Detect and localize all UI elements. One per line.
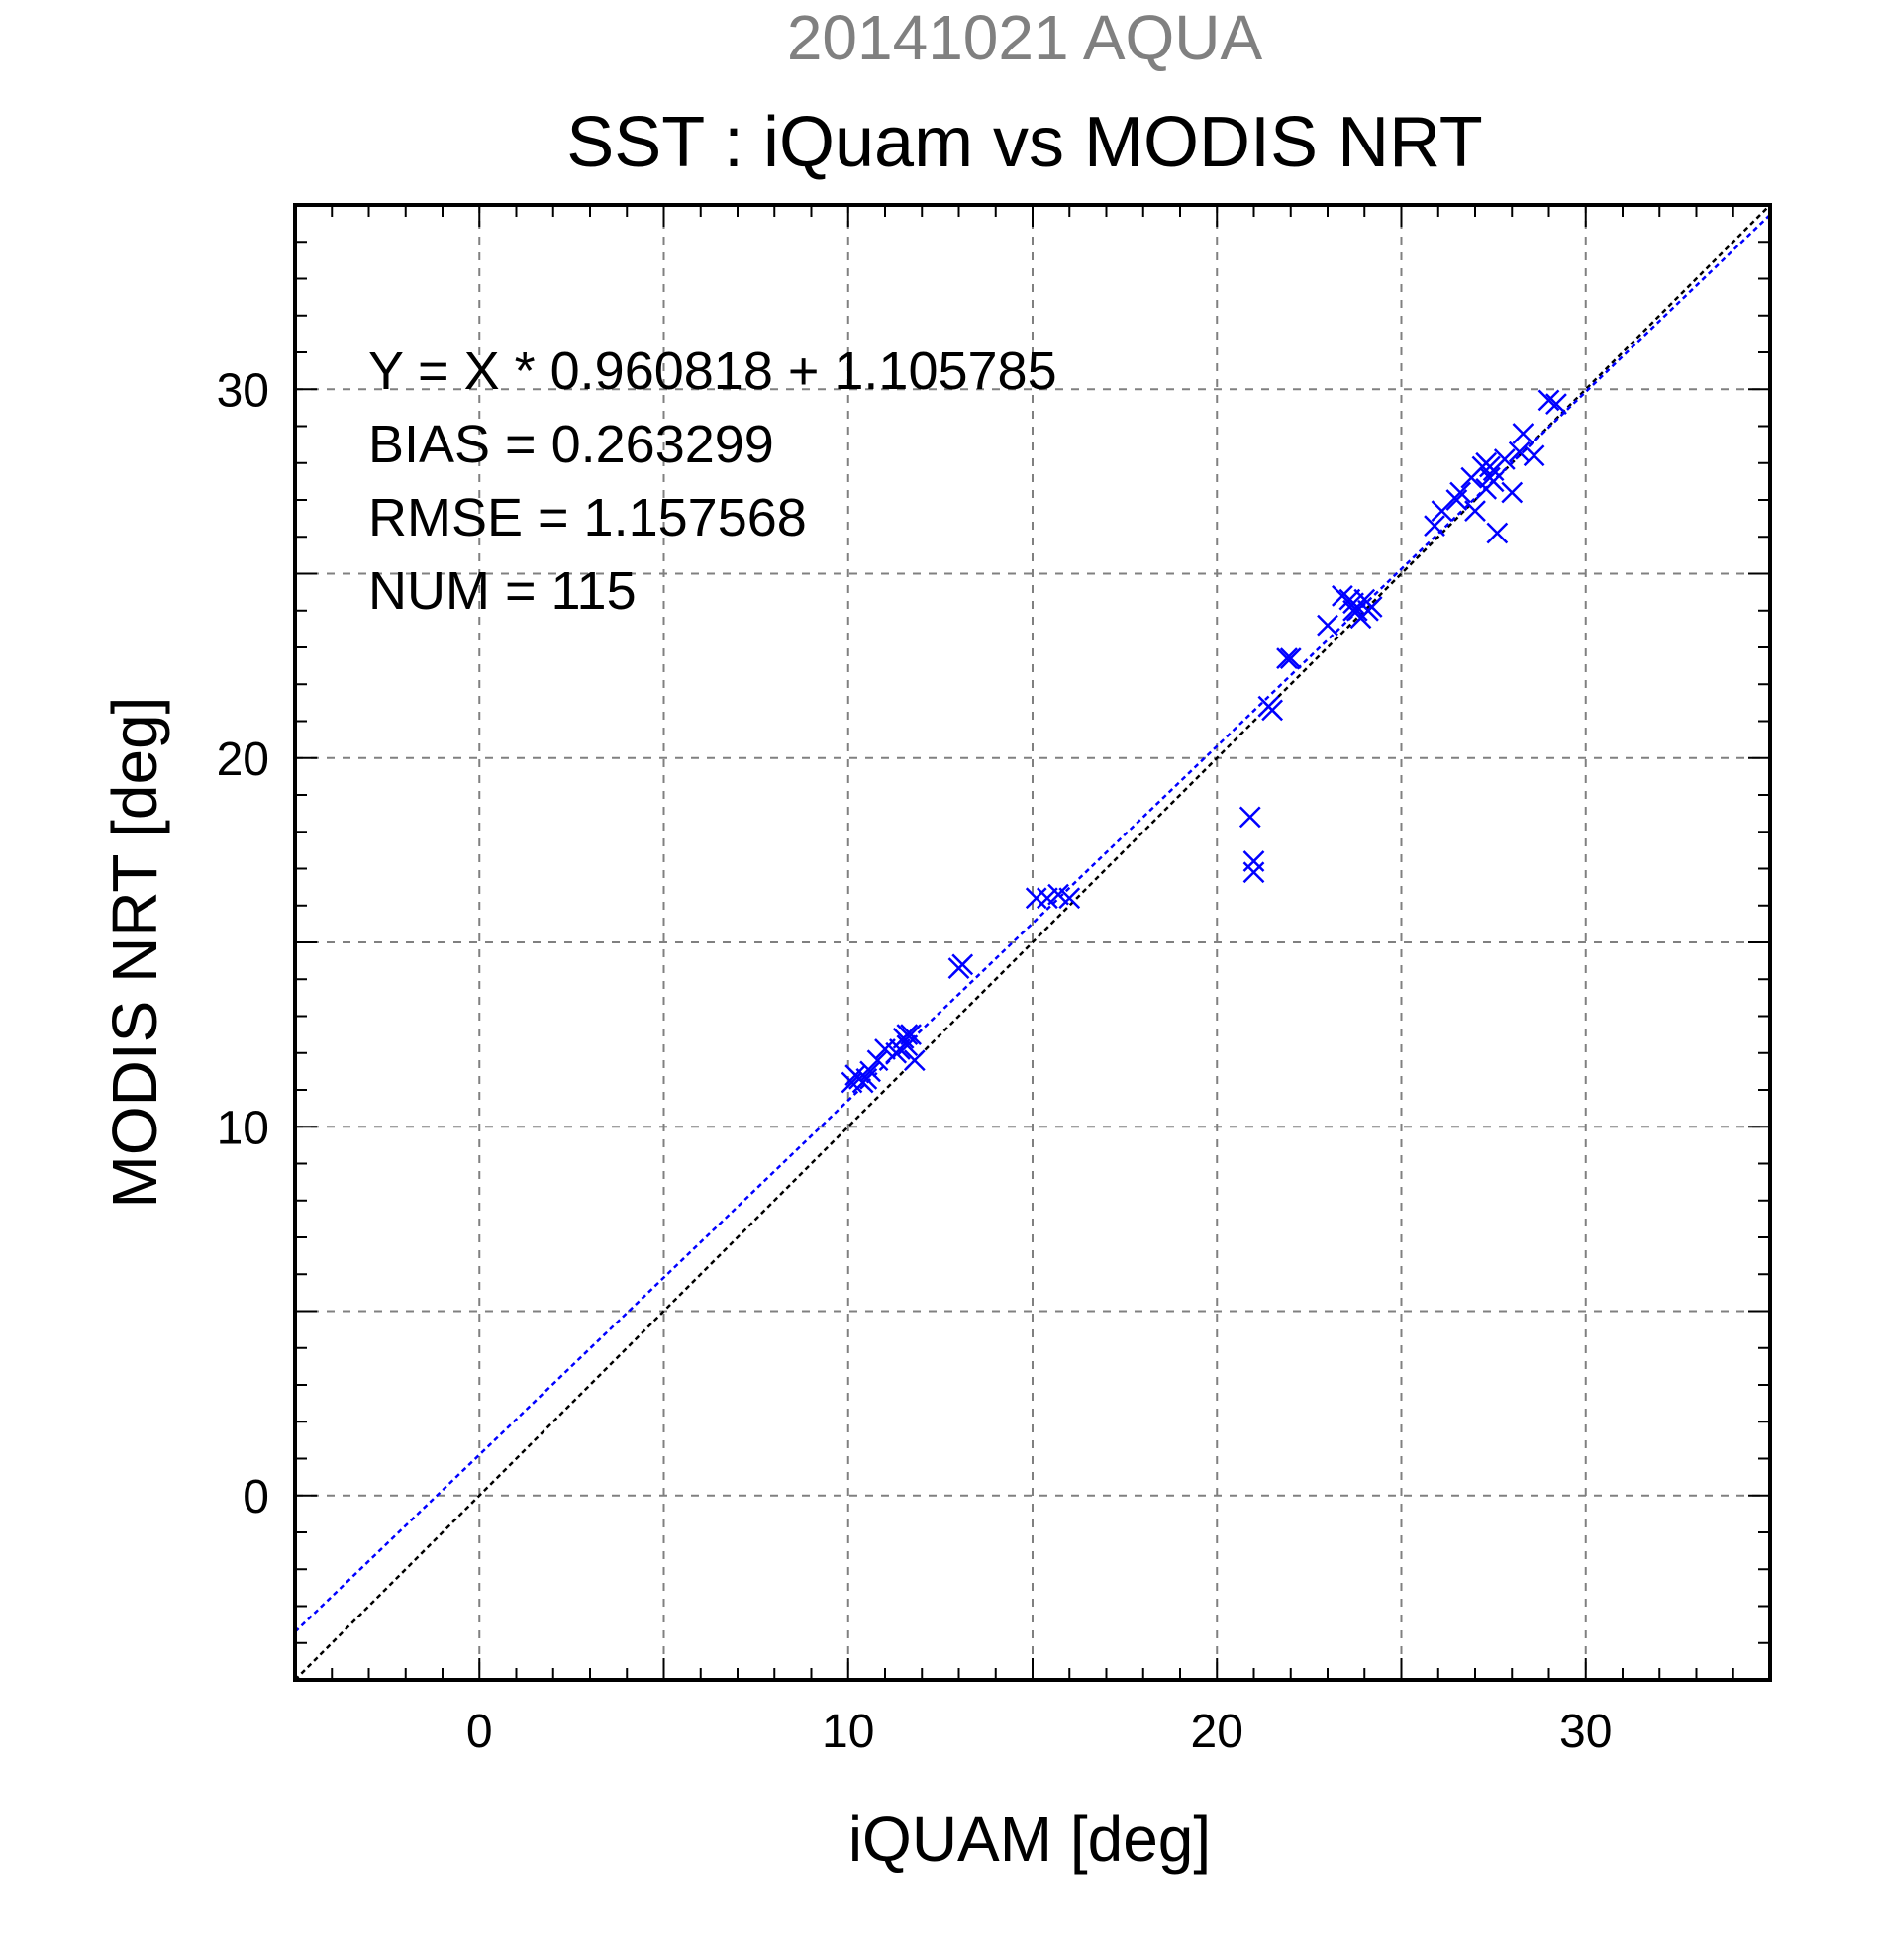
tick-labels: 0 10 20 30 0 10 20 30 — [217, 364, 1613, 1758]
data-point — [896, 1024, 919, 1046]
data-point — [1493, 448, 1516, 470]
data-point — [1512, 423, 1534, 444]
data-point — [896, 1034, 919, 1057]
y-tick-label: 30 — [217, 364, 269, 417]
data-point — [1345, 599, 1368, 622]
data-point — [903, 1049, 926, 1072]
y-axis-label: MODIS NRT [deg] — [99, 697, 170, 1209]
stat-num: NUM = 115 — [368, 561, 637, 621]
data-point — [1317, 614, 1338, 637]
data-point — [841, 1071, 863, 1094]
data-point — [1025, 887, 1047, 910]
regression-fit-line — [294, 213, 1771, 1633]
data-point — [1242, 850, 1265, 872]
data-point — [859, 1060, 881, 1083]
y-tick-label: 0 — [243, 1471, 269, 1523]
data-point — [1501, 481, 1524, 504]
chart-title: SST : iQuam vs MODIS NRT — [566, 103, 1483, 182]
data-point — [1464, 500, 1486, 523]
plot-frame — [293, 203, 1772, 1682]
data-point — [1479, 455, 1501, 478]
data-point — [1238, 806, 1261, 829]
y-tick-label: 20 — [217, 734, 269, 786]
data-point — [1475, 477, 1498, 500]
data-point — [1545, 393, 1567, 416]
data-point — [1537, 389, 1560, 412]
data-point — [951, 953, 974, 976]
x-tick-label: 0 — [466, 1706, 493, 1758]
x-axis-label: iQUAM [deg] — [848, 1804, 1211, 1875]
stat-bias: BIAS = 0.263299 — [368, 415, 774, 474]
stat-equation: Y = X * 0.960818 + 1.105785 — [368, 342, 1057, 401]
chart-supertitle: 20141021 AQUA — [787, 2, 1263, 73]
x-tick-label: 20 — [1191, 1706, 1243, 1758]
data-point — [1449, 481, 1471, 504]
data-point — [1058, 887, 1081, 910]
data-point — [1261, 699, 1284, 722]
stat-rmse: RMSE = 1.157568 — [368, 488, 807, 547]
data-point — [1445, 489, 1468, 511]
x-tick-label: 30 — [1559, 1706, 1612, 1758]
data-point — [1431, 500, 1453, 523]
data-point — [844, 1064, 867, 1086]
stats-block: Y = X * 0.960818 + 1.105785 BIAS = 0.263… — [368, 342, 1057, 621]
data-point — [1279, 647, 1302, 670]
data-point — [866, 1049, 889, 1072]
y-tick-label: 10 — [217, 1102, 269, 1154]
x-tick-label: 10 — [822, 1706, 874, 1758]
data-point — [1276, 647, 1298, 670]
reference-lines — [294, 204, 1771, 1681]
data-point — [1342, 599, 1364, 622]
data-point — [1486, 522, 1509, 544]
data-point — [1424, 515, 1445, 537]
data-point — [1242, 861, 1265, 884]
data-point — [1360, 596, 1383, 618]
data-point — [1523, 444, 1545, 467]
data-points — [841, 389, 1567, 1094]
data-point — [1508, 441, 1531, 463]
data-point — [889, 1038, 911, 1060]
